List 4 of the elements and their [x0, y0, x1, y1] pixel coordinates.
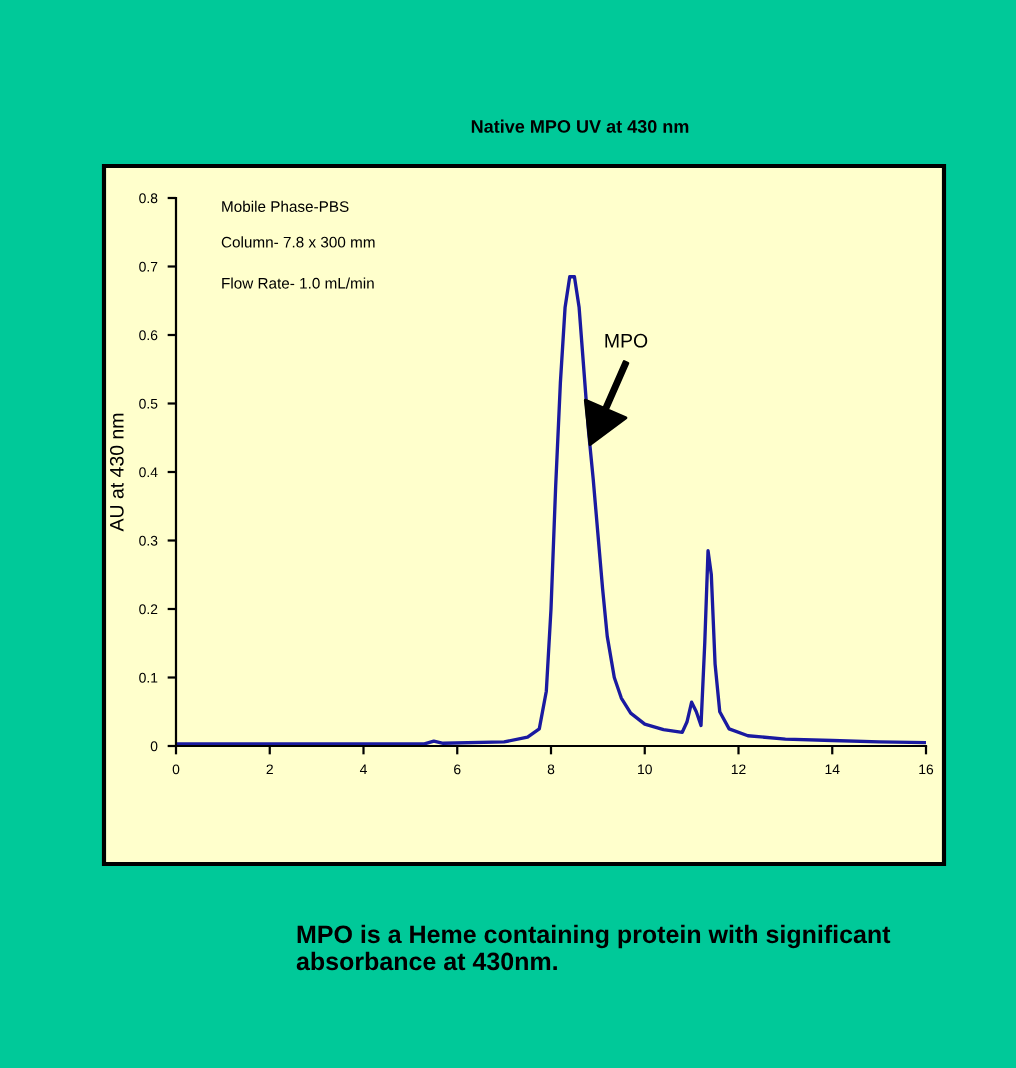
chart-title: Native MPO UV at 430 nm: [471, 119, 689, 133]
y-axis-title: AU at 430 nm: [109, 413, 124, 532]
annotation: MPO: [605, 333, 648, 348]
text: MPO is a Heme containing protein with significant absorbance at 430nm.: [296, 924, 891, 971]
